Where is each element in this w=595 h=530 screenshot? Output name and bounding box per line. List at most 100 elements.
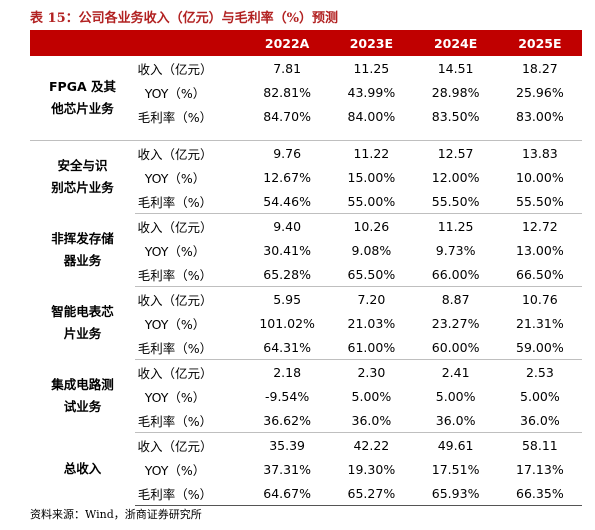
group-label-line: 总收入 bbox=[63, 461, 102, 476]
metric-name: 收入（亿元） bbox=[137, 438, 213, 454]
value-cell: 13.00% bbox=[516, 242, 564, 258]
metric-name: 毛利率（%） bbox=[135, 189, 245, 214]
value-cell: 12.72 bbox=[521, 218, 558, 234]
value-cell: 61.00% bbox=[329, 335, 414, 360]
group-label-line: 集成电路测 bbox=[51, 377, 114, 392]
metric-name: YOY（%） bbox=[144, 243, 206, 259]
value-cell: 55.00% bbox=[329, 189, 414, 214]
value-cell: 9.76 bbox=[273, 145, 302, 161]
group-label-line: FPGA 及其 bbox=[49, 79, 116, 94]
column-header: 2025E bbox=[497, 30, 582, 56]
value-cell: 36.0% bbox=[413, 408, 498, 433]
value-cell: 5.00% bbox=[520, 388, 560, 404]
data-row: YOY（%） 82.81% 43.99% 28.98% 25.96% bbox=[30, 80, 582, 104]
metric-name: 毛利率（%） bbox=[137, 109, 213, 125]
value-cell: 2.30 bbox=[357, 364, 386, 380]
group-label: 安全与识 别芯片业务 bbox=[30, 141, 135, 214]
value-cell: 21.31% bbox=[516, 315, 564, 331]
group-label: 非挥发存储 器业务 bbox=[30, 214, 135, 287]
group-label: FPGA 及其 他芯片业务 bbox=[30, 56, 135, 141]
value-cell: 64.67% bbox=[245, 481, 330, 506]
group-label-line: 安全与识 bbox=[57, 158, 108, 174]
value-cell: 17.51% bbox=[431, 461, 480, 477]
value-cell: 84.00% bbox=[347, 108, 396, 124]
metric-name: 收入（亿元） bbox=[137, 146, 213, 162]
value-cell: 25.96% bbox=[516, 84, 564, 100]
data-row: YOY（%） 30.41% 9.08% 9.73% 13.00% bbox=[30, 238, 582, 262]
value-cell: 23.27% bbox=[431, 315, 480, 331]
metric-name: 毛利率（%） bbox=[135, 481, 245, 506]
value-cell: 83.00% bbox=[516, 108, 564, 124]
data-row: 非挥发存储 器业务 收入（亿元） 9.40 10.26 11.25 12.72 bbox=[30, 214, 582, 269]
value-cell: 65.27% bbox=[329, 481, 414, 506]
group-label: 集成电路测 试业务 bbox=[30, 360, 135, 433]
metric-name: 收入（亿元） bbox=[137, 292, 213, 308]
header-cell bbox=[30, 30, 135, 56]
value-cell: 84.70% bbox=[263, 108, 311, 124]
value-cell: 42.22 bbox=[353, 437, 390, 453]
value-cell: 10.00% bbox=[516, 169, 564, 185]
data-row: YOY（%） 12.67% 15.00% 12.00% 10.00% bbox=[30, 165, 582, 189]
data-row: 总收入 收入（亿元） 35.39 42.22 49.61 58.11 bbox=[30, 433, 582, 477]
value-cell: 59.00% bbox=[497, 335, 582, 360]
value-cell: 66.50% bbox=[497, 262, 582, 287]
value-cell: 54.46% bbox=[245, 189, 330, 214]
group-label-line: 智能电表芯 bbox=[51, 304, 114, 319]
value-cell: 14.51 bbox=[437, 60, 474, 76]
value-cell: 2.53 bbox=[525, 364, 554, 380]
data-row: 毛利率（%） 84.70% 84.00% 83.50% 83.00% bbox=[30, 104, 582, 128]
metric-name: 毛利率（%） bbox=[135, 262, 245, 287]
value-cell: 49.61 bbox=[437, 437, 474, 453]
data-row: YOY（%） -9.54% 5.00% 5.00% 5.00% bbox=[30, 384, 582, 408]
value-cell: 37.31% bbox=[263, 461, 311, 477]
value-cell: 11.25 bbox=[353, 60, 390, 76]
value-cell: 9.73% bbox=[435, 242, 476, 258]
value-cell: 9.40 bbox=[273, 218, 302, 234]
value-cell: 13.83 bbox=[521, 145, 558, 161]
table-title: 表 15：公司各业务收入（亿元）与毛利率（%）预测 bbox=[30, 11, 338, 26]
value-cell: 15.00% bbox=[347, 169, 396, 185]
value-cell: 36.0% bbox=[497, 408, 582, 433]
metric-name: 毛利率（%） bbox=[135, 408, 245, 433]
source-note: 资料来源：Wind，浙商证券研究所 bbox=[30, 508, 202, 521]
metric-name: YOY（%） bbox=[144, 85, 206, 101]
metric-name: YOY（%） bbox=[144, 316, 206, 332]
data-row: YOY（%） 37.31% 19.30% 17.51% 17.13% bbox=[30, 457, 582, 481]
value-cell: 5.95 bbox=[273, 291, 302, 307]
data-row: 毛利率（%） 54.46% 55.00% 55.50% 55.50% bbox=[30, 189, 582, 214]
value-cell: 10.26 bbox=[353, 218, 390, 234]
header-row: 2022A 2023E 2024E 2025E bbox=[30, 30, 582, 56]
metric-name: 收入（亿元） bbox=[137, 61, 213, 77]
value-cell: 66.00% bbox=[413, 262, 498, 287]
value-cell: 101.02% bbox=[259, 315, 315, 331]
value-cell: 60.00% bbox=[413, 335, 498, 360]
value-cell: 2.41 bbox=[441, 364, 470, 380]
value-cell: 65.50% bbox=[329, 262, 414, 287]
group-label-line: 片业务 bbox=[63, 326, 102, 341]
value-cell: 12.67% bbox=[263, 169, 311, 185]
data-row: 集成电路测 试业务 收入（亿元） 2.18 2.30 2.41 2.53 bbox=[30, 360, 582, 415]
group-label-line: 他芯片业务 bbox=[51, 101, 114, 116]
value-cell: 55.50% bbox=[497, 189, 582, 214]
value-cell: 10.76 bbox=[521, 291, 558, 307]
data-row: 智能电表芯 片业务 收入（亿元） 5.95 7.20 8.87 10.76 bbox=[30, 287, 582, 342]
group-label-line: 非挥发存储 bbox=[51, 231, 114, 246]
column-header: 2024E bbox=[413, 30, 498, 56]
value-cell: 43.99% bbox=[347, 84, 396, 100]
value-cell: 7.81 bbox=[273, 60, 302, 76]
data-row: FPGA 及其 他芯片业务 收入（亿元） 7.81 11.25 14.51 18.27 bbox=[30, 56, 582, 141]
group-label-line: 试业务 bbox=[63, 399, 102, 414]
data-row: 毛利率（%） 65.28% 65.50% 66.00% 66.50% bbox=[30, 262, 582, 287]
value-cell: 21.03% bbox=[347, 315, 396, 331]
value-cell: 66.35% bbox=[497, 481, 582, 506]
group-label: 智能电表芯 片业务 bbox=[30, 287, 135, 360]
metric-name: 收入（亿元） bbox=[137, 219, 213, 235]
group-label: 总收入 bbox=[30, 433, 135, 506]
forecast-table: 2022A 2023E 2024E 2025E FPGA 及其 他芯片业务 收入（亿元） 7… bbox=[30, 30, 582, 506]
value-cell: 30.41% bbox=[263, 242, 311, 258]
value-cell: 64.31% bbox=[245, 335, 330, 360]
value-cell: 28.98% bbox=[431, 84, 480, 100]
value-cell: 65.93% bbox=[413, 481, 498, 506]
value-cell: 35.39 bbox=[269, 437, 306, 453]
value-cell: 65.28% bbox=[245, 262, 330, 287]
